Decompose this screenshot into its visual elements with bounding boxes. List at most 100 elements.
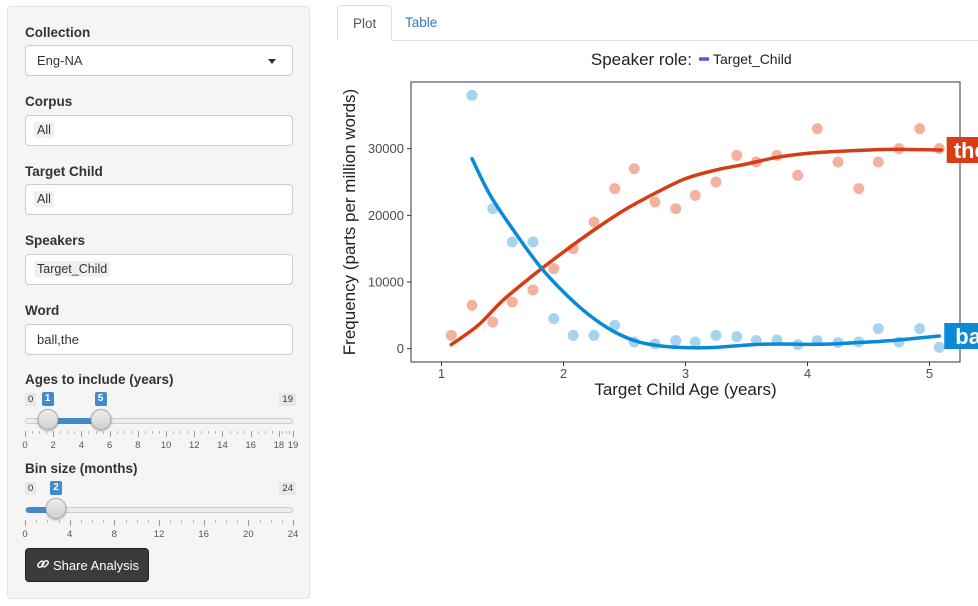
collection-select[interactable]: Eng-NA bbox=[25, 45, 293, 76]
bin-track[interactable] bbox=[25, 507, 293, 513]
slider-minor-tick bbox=[116, 431, 118, 434]
corpus-chip[interactable]: All bbox=[34, 122, 54, 138]
slider-minor-tick bbox=[88, 431, 90, 434]
slider-minor-tick bbox=[36, 520, 38, 523]
slider-tick bbox=[114, 520, 116, 526]
slider-tick bbox=[278, 431, 280, 437]
ages-from-handle[interactable] bbox=[37, 409, 59, 430]
slider-tick bbox=[81, 431, 83, 437]
data-point-the bbox=[670, 203, 682, 215]
ages-track[interactable] bbox=[25, 418, 293, 424]
slider-minor-tick bbox=[92, 520, 93, 523]
data-point-the bbox=[445, 329, 457, 341]
corpus-input[interactable]: All bbox=[25, 115, 293, 146]
slider-minor-tick bbox=[47, 520, 49, 523]
slider-tick bbox=[137, 431, 139, 437]
ages-range-bar bbox=[48, 418, 102, 424]
slider-tick bbox=[248, 520, 250, 526]
slider-minor-tick bbox=[259, 520, 261, 523]
data-point-the bbox=[832, 156, 844, 168]
slider-minor-tick bbox=[229, 431, 231, 434]
slider-minor-tick bbox=[285, 431, 287, 434]
slider-tick bbox=[25, 431, 26, 437]
data-point-the bbox=[914, 123, 926, 135]
ages-from-label: 1 bbox=[41, 392, 54, 406]
corpus-label: Corpus bbox=[25, 94, 73, 109]
slider-tick-label: 16 bbox=[198, 529, 209, 540]
series-label-ball: ball bbox=[955, 324, 978, 349]
target-child-label: Target Child bbox=[25, 164, 103, 179]
speakers-input[interactable]: Target_Child bbox=[25, 254, 293, 285]
trend-line-ball bbox=[470, 156, 942, 350]
bin-max-label: 24 bbox=[279, 482, 296, 495]
slider-minor-tick bbox=[147, 520, 149, 523]
bin-handle[interactable] bbox=[45, 498, 67, 519]
word-input[interactable]: ball,the bbox=[25, 324, 293, 355]
data-point-ball bbox=[914, 323, 926, 335]
slider-tick bbox=[25, 520, 26, 526]
y-axis-title: Frequency (parts per million words) bbox=[340, 89, 359, 355]
tab-bar: Plot Table bbox=[337, 5, 978, 41]
data-point-the bbox=[588, 216, 600, 228]
slider-tick-label: 0 bbox=[22, 440, 28, 451]
slider-tick-label: 4 bbox=[67, 529, 73, 540]
slider-tick bbox=[194, 431, 196, 437]
data-point-the bbox=[548, 263, 560, 275]
x-axis-title: Target Child Age (years) bbox=[594, 380, 776, 399]
slider-minor-tick bbox=[60, 431, 62, 434]
tab-table[interactable]: Table bbox=[405, 15, 438, 30]
slider-tick-label: 12 bbox=[188, 440, 200, 451]
slider-tick bbox=[166, 431, 168, 437]
slider-tick-label: 0 bbox=[22, 529, 28, 540]
slider-minor-tick bbox=[103, 520, 105, 523]
slider-minor-tick bbox=[130, 431, 132, 434]
collection-label: Collection bbox=[25, 25, 91, 40]
slider-tick-label: 8 bbox=[135, 440, 141, 451]
data-point-ball bbox=[689, 336, 701, 348]
slider-minor-tick bbox=[282, 431, 284, 434]
data-point-ball bbox=[466, 89, 478, 101]
slider-minor-tick bbox=[80, 520, 82, 523]
ages-label: Ages to include (years) bbox=[25, 372, 174, 387]
data-point-ball bbox=[670, 335, 682, 347]
ages-slider[interactable]: 0 19 1 5 0 2 4 6 8 10 12 14 16 18 19 bbox=[22, 392, 298, 473]
data-point-ball bbox=[588, 329, 600, 341]
ages-to-handle[interactable] bbox=[90, 409, 111, 430]
series-label-the: the bbox=[954, 138, 978, 163]
slider-minor-tick bbox=[208, 431, 210, 434]
slider-tick-label: 6 bbox=[106, 440, 113, 451]
slider-minor-tick bbox=[180, 431, 182, 434]
data-point-the bbox=[487, 316, 499, 328]
data-point-ball bbox=[527, 236, 539, 248]
data-point-the bbox=[689, 189, 701, 201]
slider-minor-tick bbox=[289, 431, 291, 434]
data-point-the bbox=[811, 123, 823, 135]
bin-min-label: 0 bbox=[25, 482, 37, 495]
slider-tick-label: 2 bbox=[50, 440, 56, 451]
target-child-input[interactable]: All bbox=[25, 184, 293, 215]
series-label-bg-the bbox=[946, 137, 978, 163]
slider-minor-tick bbox=[271, 431, 273, 434]
share-analysis-button[interactable]: Share Analysis bbox=[25, 548, 149, 582]
x-tick-label: 1 bbox=[438, 366, 445, 381]
bin-slider[interactable]: 0 24 2 0 4 8 12 16 20 24 bbox=[22, 481, 298, 562]
data-point-the bbox=[506, 296, 518, 308]
tab-plot[interactable]: Plot bbox=[337, 5, 393, 41]
slider-minor-tick bbox=[74, 431, 76, 434]
bin-label: Bin size (months) bbox=[25, 461, 138, 476]
ages-min-label: 0 bbox=[25, 393, 37, 406]
slider-tick-label: 18 bbox=[273, 440, 285, 451]
target-child-chip[interactable]: All bbox=[34, 191, 54, 207]
slider-tick-label: 12 bbox=[153, 529, 165, 540]
ages-max-label: 19 bbox=[279, 393, 296, 406]
y-tick-label: 20000 bbox=[368, 208, 404, 223]
slider-minor-tick bbox=[214, 520, 216, 523]
slider-minor-tick bbox=[237, 520, 239, 523]
legend-title: Speaker role: bbox=[591, 50, 692, 69]
slider-tick-label: 14 bbox=[217, 440, 228, 451]
speakers-chip[interactable]: Target_Child bbox=[34, 261, 111, 277]
data-point-ball bbox=[933, 341, 945, 353]
slider-tick-label: 20 bbox=[243, 529, 254, 540]
slider-tick-label: 16 bbox=[245, 440, 256, 451]
slider-minor-tick bbox=[187, 431, 189, 434]
